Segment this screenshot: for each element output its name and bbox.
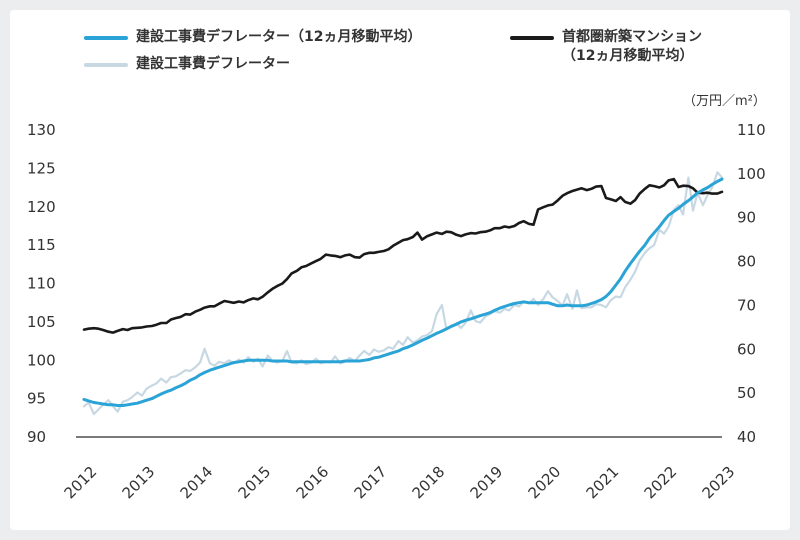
left-tick-label: 125: [27, 159, 56, 177]
left-tick-label: 105: [27, 313, 56, 331]
x-tick-label: 2023: [699, 463, 739, 503]
series-deflator-raw-line: [82, 171, 724, 416]
chart-card: [10, 10, 790, 530]
left-tick-label: 130: [27, 121, 56, 139]
legend-raw-swatch: [84, 63, 128, 67]
left-tick-label: 100: [27, 351, 56, 369]
x-tick-label: 2013: [119, 463, 159, 503]
series-layer: [82, 171, 724, 416]
left-axis-ticks: 90 95 100 105 110 115 120 125 130: [27, 121, 56, 446]
x-tick-label: 2015: [235, 463, 275, 503]
legend-smoothed-swatch: [84, 36, 128, 40]
x-tick-label: 2014: [177, 463, 217, 503]
left-tick-label: 115: [27, 236, 56, 254]
right-axis-ticks: 40 50 60 70 80 90 100 110: [737, 121, 766, 446]
legend-condo-label: 首都圏新築マンション （12ヵ月移動平均）: [562, 28, 702, 66]
right-tick-label: 70: [737, 296, 756, 314]
legend-condo: 首都圏新築マンション （12ヵ月移動平均）: [510, 28, 702, 66]
left-tick-label: 110: [27, 275, 56, 293]
right-tick-label: 50: [737, 384, 756, 402]
left-tick-label: 95: [27, 390, 46, 408]
right-axis-unit: （万円／m²）: [683, 94, 766, 109]
right-tick-label: 110: [737, 121, 766, 139]
left-tick-label: 120: [27, 198, 56, 216]
right-tick-label: 60: [737, 340, 756, 358]
x-tick-label: 2020: [525, 463, 565, 503]
right-tick-label: 40: [737, 428, 756, 446]
right-tick-label: 90: [737, 209, 756, 227]
x-tick-label: 2019: [467, 463, 507, 503]
x-tick-label: 2012: [61, 463, 101, 503]
x-tick-label: 2017: [351, 463, 391, 503]
legend-raw-label: 建設工事費デフレーター: [136, 56, 290, 72]
legend-raw: 建設工事費デフレーター: [84, 55, 290, 74]
x-tick-label: 2018: [409, 463, 449, 503]
right-tick-label: 80: [737, 253, 756, 271]
left-tick-label: 90: [27, 428, 46, 446]
right-tick-label: 100: [737, 165, 766, 183]
series-condo-ma-line: [82, 177, 724, 334]
x-tick-label: 2022: [641, 463, 681, 503]
x-tick-label: 2021: [583, 463, 623, 503]
legend-condo-swatch: [510, 36, 554, 40]
legend-condo-label-line2: （12ヵ月移動平均）: [562, 48, 694, 64]
legend-smoothed-label: 建設工事費デフレーター（12ヵ月移動平均）: [136, 29, 422, 45]
x-axis-ticks: 2012 2013 2014 2015 2016 2017 2018 2019 2020 2021…: [61, 463, 739, 503]
legend-smoothed: 建設工事費デフレーター（12ヵ月移動平均）: [84, 28, 421, 47]
series-deflator-ma-line: [82, 177, 724, 407]
legend-condo-label-line1: 首都圏新築マンション: [562, 29, 702, 45]
x-tick-label: 2016: [293, 463, 333, 503]
